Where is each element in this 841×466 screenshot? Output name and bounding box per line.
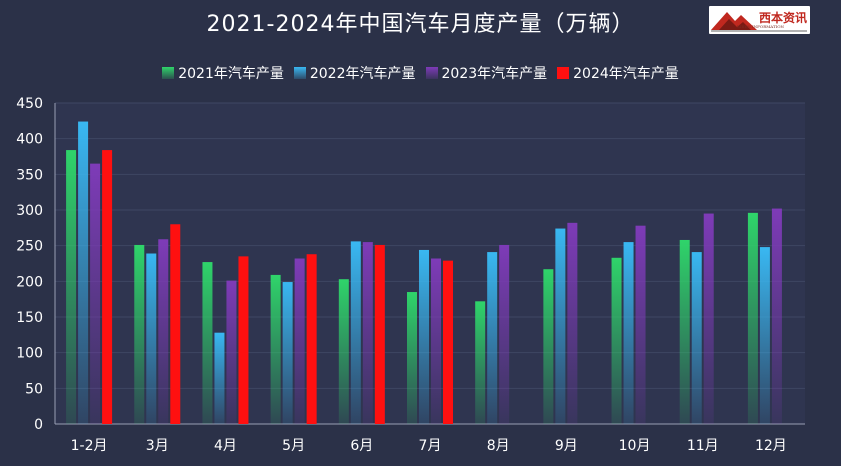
bar (362, 242, 373, 424)
y-tick-label: 450 (16, 96, 43, 112)
y-tick-label: 300 (16, 203, 43, 219)
y-tick-label: 350 (16, 167, 43, 183)
bar (102, 150, 113, 424)
bar (475, 301, 486, 424)
x-tick-label: 3月 (146, 438, 169, 454)
x-tick-label: 8月 (487, 438, 510, 454)
legend-item[interactable]: 2024年汽车产量 (557, 63, 679, 83)
legend-swatch (557, 67, 570, 79)
bar (158, 239, 169, 424)
y-tick-label: 50 (25, 381, 43, 397)
bar (374, 244, 385, 424)
bar (703, 213, 714, 424)
bar (134, 244, 145, 424)
bar (146, 253, 157, 424)
bar (691, 252, 702, 424)
bar (567, 222, 578, 424)
bar (759, 247, 770, 424)
chart-title: 2021-2024年中国汽车月度产量（万辆） (206, 12, 635, 37)
bar (66, 150, 77, 424)
x-tick-label: 4月 (214, 438, 237, 454)
legend-swatch (425, 67, 438, 79)
legend: 2021年汽车产量 2022年汽车产量 2023年汽车产量 2024年汽车产量 (0, 63, 841, 83)
bar (487, 252, 498, 424)
x-tick-label: 6月 (350, 438, 373, 454)
bar (431, 258, 441, 424)
legend-swatch (293, 67, 306, 79)
xiben-logo: 西本资讯 XIBEN INFORMATION (709, 6, 810, 34)
x-tick-label: 10月 (619, 438, 651, 454)
bar (214, 332, 225, 424)
bar (350, 241, 361, 424)
logo-subtext: XIBEN INFORMATION (737, 24, 784, 29)
bar (419, 249, 429, 424)
bar (407, 292, 417, 424)
legend-label: 2022年汽车产量 (309, 66, 416, 82)
bar (543, 269, 554, 424)
bar (679, 239, 690, 424)
y-tick-label: 100 (16, 346, 43, 362)
bar (338, 279, 349, 424)
x-tick-label: 9月 (555, 438, 578, 454)
y-tick-label: 250 (16, 239, 43, 255)
legend-label: 2021年汽车产量 (178, 66, 284, 82)
bar (282, 282, 293, 424)
bar (499, 244, 510, 424)
bar (170, 224, 181, 424)
legend-item[interactable]: 2023年汽车产量 (425, 63, 548, 83)
bar (611, 257, 622, 424)
bar (202, 262, 213, 424)
bar (747, 212, 758, 424)
bar (443, 260, 453, 424)
x-tick-label: 5月 (282, 438, 305, 454)
y-tick-label: 200 (16, 274, 43, 290)
x-tick-label: 11月 (687, 438, 719, 454)
legend-item[interactable]: 2022年汽车产量 (293, 63, 416, 83)
legend-item[interactable]: 2021年汽车产量 (162, 63, 284, 83)
bar (623, 242, 634, 424)
mountain-logo-icon (711, 12, 807, 32)
bar (306, 254, 317, 424)
bar (771, 208, 782, 424)
bar (226, 280, 237, 424)
bar (270, 274, 281, 424)
y-tick-label: 150 (16, 310, 43, 326)
bar (90, 163, 101, 424)
logo-text: 西本资讯 (759, 11, 808, 25)
bar (78, 121, 89, 425)
bar (294, 258, 305, 424)
x-tick-label: 7月 (419, 438, 442, 454)
bar (238, 256, 249, 424)
legend-label: 2023年汽车产量 (441, 66, 548, 82)
legend-label: 2024年汽车产量 (573, 66, 679, 82)
x-tick-label: 1-2月 (71, 438, 108, 454)
bar (635, 225, 646, 424)
legend-swatch (162, 67, 175, 79)
y-tick-label: 0 (34, 417, 43, 433)
bar (555, 228, 566, 424)
x-tick-label: 12月 (755, 438, 787, 454)
y-tick-label: 400 (16, 132, 43, 148)
